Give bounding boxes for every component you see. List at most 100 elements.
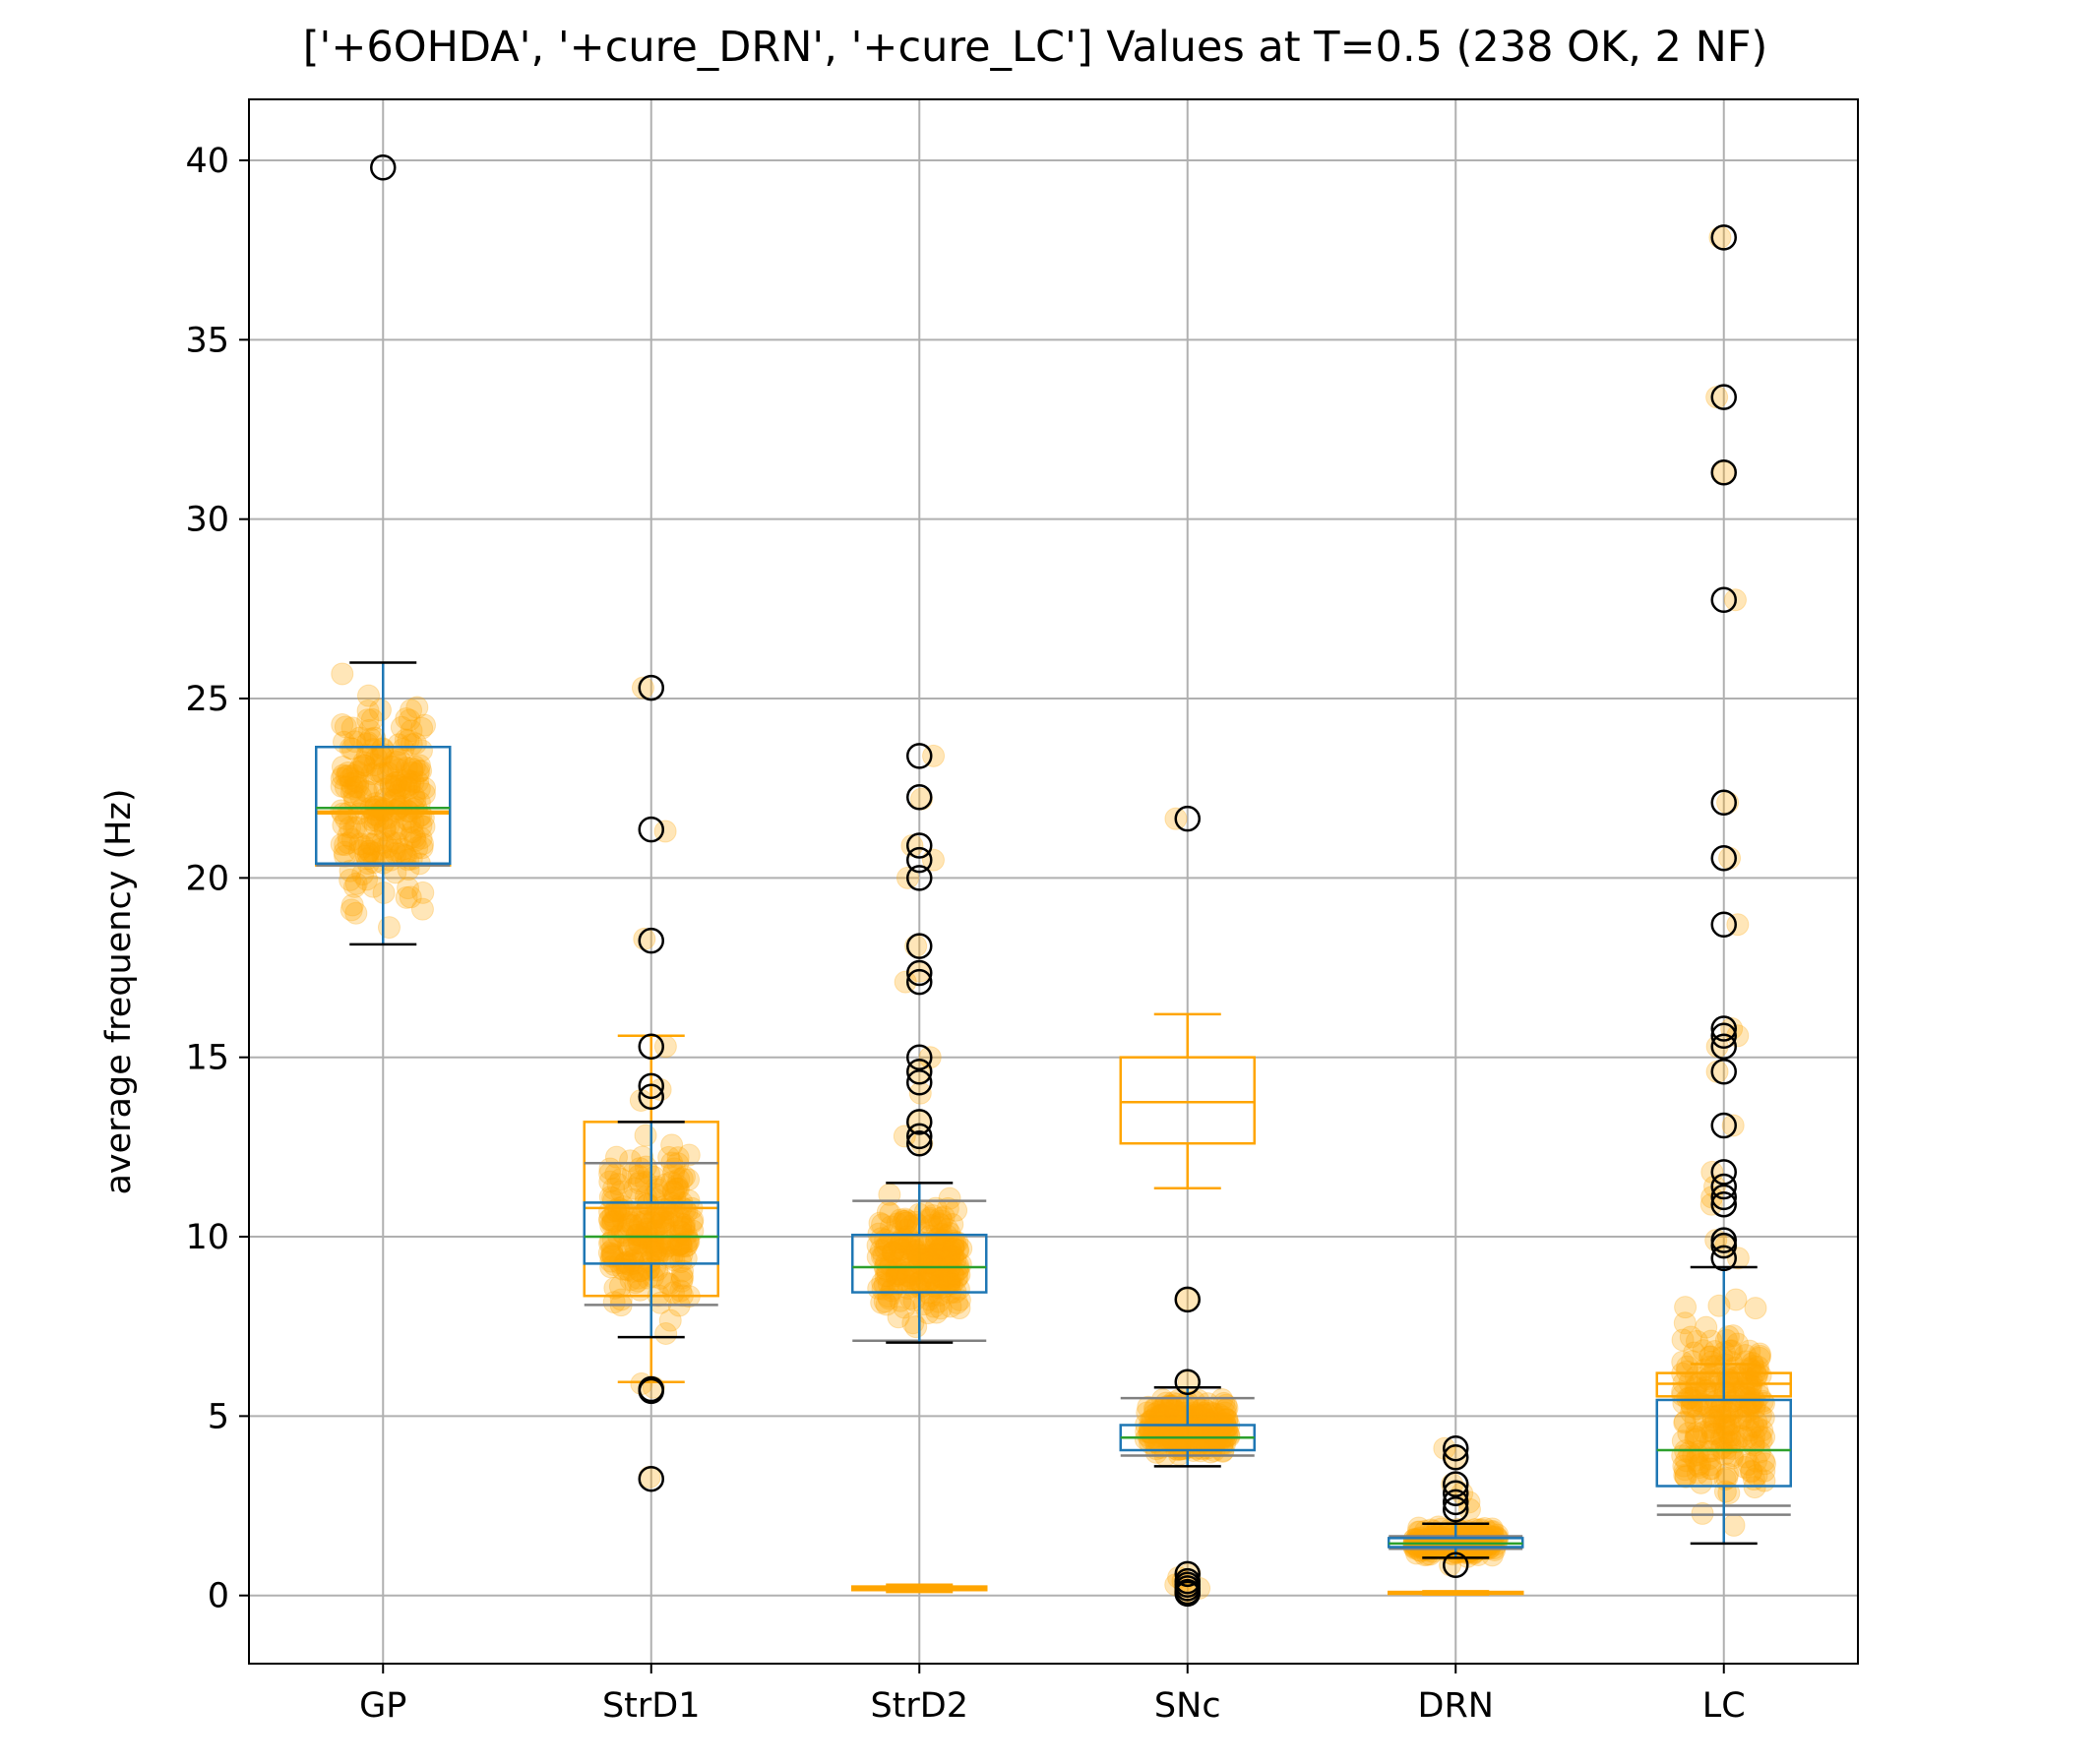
data-point [334, 833, 357, 857]
data-point [939, 1238, 962, 1261]
data-point [330, 832, 353, 856]
data-point [1675, 1360, 1699, 1383]
data-point [869, 1239, 893, 1262]
data-point [649, 1205, 672, 1229]
data-point [1740, 1460, 1763, 1484]
data-point [882, 1240, 905, 1263]
data-point [1715, 1421, 1739, 1444]
data-point [895, 1211, 918, 1235]
data-point [873, 1272, 896, 1296]
data-point [908, 1252, 932, 1276]
data-point [619, 1210, 643, 1234]
data-point [1189, 1404, 1212, 1428]
data-point [1737, 1409, 1760, 1432]
data-point [928, 1283, 952, 1307]
data-point [1204, 1406, 1228, 1429]
data-point [873, 1290, 896, 1313]
data-point [1689, 1452, 1712, 1476]
data-point [924, 1242, 948, 1265]
data-point [892, 1210, 915, 1234]
data-point [652, 1194, 676, 1218]
data-point [637, 1162, 660, 1186]
data-point [1459, 1528, 1483, 1551]
data-point [348, 832, 372, 856]
data-point [361, 774, 385, 798]
data-point [638, 1249, 661, 1273]
data-point [1749, 1344, 1772, 1368]
data-point [369, 837, 393, 861]
data-point [363, 726, 387, 750]
data-point [1184, 1417, 1207, 1440]
data-point [1748, 1440, 1771, 1464]
data-point [1748, 1342, 1771, 1366]
data-point [1680, 1386, 1703, 1410]
data-point [402, 755, 426, 778]
data-point [1161, 1429, 1185, 1452]
data-point [1729, 1406, 1753, 1429]
data-point [1753, 1459, 1776, 1483]
data-point [1692, 1339, 1715, 1363]
data-point [669, 1250, 693, 1274]
data-point [339, 737, 362, 760]
data-point [357, 839, 381, 863]
data-point [395, 757, 418, 780]
outlier-marker [1443, 1444, 1469, 1471]
data-point [397, 877, 420, 900]
data-point [625, 1223, 649, 1247]
data-point [874, 1264, 897, 1288]
data-point [1753, 1452, 1776, 1476]
data-point [624, 1271, 648, 1295]
data-point [1709, 1397, 1733, 1421]
data-point [1699, 1453, 1722, 1477]
data-point [898, 1214, 922, 1238]
data-point [412, 815, 436, 838]
data-point [377, 916, 401, 940]
data-point [340, 898, 363, 922]
data-point [368, 699, 392, 722]
data-point [385, 831, 408, 855]
data-point [357, 684, 381, 707]
outlier-marker [906, 832, 933, 859]
data-point [332, 763, 355, 787]
data-point [881, 1277, 904, 1301]
data-point [642, 1234, 665, 1257]
data-point [886, 1272, 909, 1296]
data-point [1671, 1328, 1695, 1352]
data-point [948, 1263, 971, 1287]
data-point [677, 1143, 701, 1167]
data-point [904, 1315, 928, 1339]
data-point [603, 1209, 627, 1233]
data-point [636, 1266, 659, 1290]
data-point [1404, 1528, 1428, 1551]
outlier-marker [1443, 1471, 1469, 1497]
data-point [1674, 1296, 1698, 1319]
data-point [1457, 1497, 1481, 1521]
data-point [897, 1232, 921, 1255]
data-point [1710, 1346, 1734, 1369]
data-point [1738, 1419, 1761, 1442]
data-point [876, 1264, 899, 1288]
data-point [1152, 1406, 1176, 1429]
data-point [1712, 1425, 1736, 1448]
data-point-clouds [330, 225, 1776, 1606]
outlier-marker [906, 959, 933, 987]
data-point [665, 1177, 689, 1200]
data-point [383, 777, 406, 801]
data-point [1467, 1528, 1491, 1551]
data-point [360, 832, 384, 856]
data-point [901, 1311, 925, 1335]
data-point [377, 814, 401, 837]
data-point [1208, 1429, 1232, 1452]
data-point [1701, 1408, 1725, 1431]
data-point [916, 1263, 940, 1287]
data-point [330, 766, 353, 790]
outlier-marker [906, 1123, 933, 1150]
data-point [1156, 1394, 1180, 1418]
outlier-marker [1710, 586, 1737, 613]
data-point [1139, 1410, 1162, 1433]
data-point [932, 1205, 956, 1229]
outlier-marker [906, 846, 933, 874]
data-point [1716, 1325, 1740, 1349]
data-point [1674, 1465, 1698, 1489]
data-point [1692, 1420, 1715, 1443]
